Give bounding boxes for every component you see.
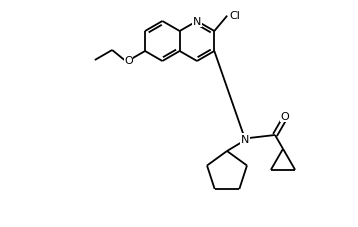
Text: Cl: Cl [229, 11, 240, 21]
Text: N: N [241, 134, 249, 144]
Text: O: O [124, 56, 133, 66]
Text: N: N [193, 17, 201, 27]
Text: O: O [281, 112, 289, 122]
